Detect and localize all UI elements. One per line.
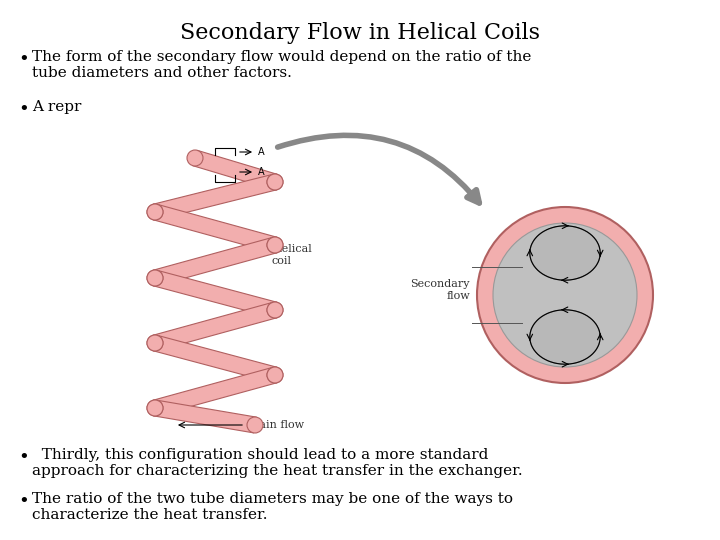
Circle shape xyxy=(147,400,163,416)
Circle shape xyxy=(147,400,163,416)
Text: •: • xyxy=(18,50,29,68)
Circle shape xyxy=(147,335,163,351)
Bar xyxy=(153,367,277,416)
Circle shape xyxy=(267,174,283,190)
Text: Secondary
flow: Secondary flow xyxy=(410,279,470,301)
Text: •: • xyxy=(18,100,29,118)
Circle shape xyxy=(147,204,163,220)
Text: A repr: A repr xyxy=(32,100,81,114)
Circle shape xyxy=(267,367,283,383)
Bar xyxy=(153,204,277,253)
Bar xyxy=(153,302,277,350)
Ellipse shape xyxy=(530,226,600,280)
Circle shape xyxy=(147,335,163,351)
Bar xyxy=(153,174,277,220)
Bar xyxy=(153,335,277,383)
Text: •: • xyxy=(18,492,29,510)
Bar xyxy=(153,271,277,318)
Text: The ratio of the two tube diameters may be one of the ways to
characterize the h: The ratio of the two tube diameters may … xyxy=(32,492,513,522)
Text: A: A xyxy=(258,147,265,157)
Circle shape xyxy=(267,302,283,318)
Circle shape xyxy=(247,417,263,433)
Circle shape xyxy=(477,207,653,383)
Circle shape xyxy=(267,174,283,190)
Text: •: • xyxy=(18,448,29,466)
Bar xyxy=(193,150,277,190)
Circle shape xyxy=(147,270,163,286)
Circle shape xyxy=(147,204,163,220)
Ellipse shape xyxy=(530,310,600,364)
Circle shape xyxy=(187,150,203,166)
Bar xyxy=(153,237,277,286)
Circle shape xyxy=(147,270,163,286)
Circle shape xyxy=(493,223,637,367)
Text: A: A xyxy=(258,167,265,177)
Text: Thirdly, this configuration should lead to a more standard
approach for characte: Thirdly, this configuration should lead … xyxy=(32,448,523,478)
Circle shape xyxy=(267,237,283,253)
Text: Helical
coil: Helical coil xyxy=(272,244,312,266)
Circle shape xyxy=(267,367,283,383)
Text: Secondary Flow in Helical Coils: Secondary Flow in Helical Coils xyxy=(180,22,540,44)
Circle shape xyxy=(267,237,283,253)
Text: The form of the secondary flow would depend on the ratio of the
tube diameters a: The form of the secondary flow would dep… xyxy=(32,50,531,80)
Text: Main flow: Main flow xyxy=(248,420,304,430)
FancyArrowPatch shape xyxy=(278,136,480,203)
Circle shape xyxy=(267,302,283,318)
Bar xyxy=(153,400,256,433)
